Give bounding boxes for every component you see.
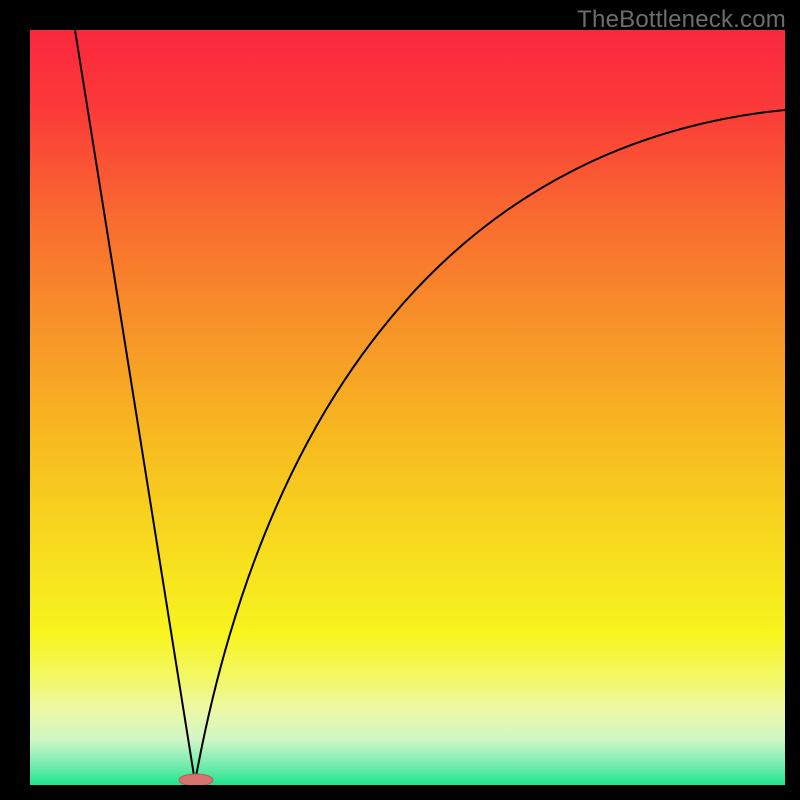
plot-area [30,30,785,785]
chart-svg [30,30,785,785]
optimal-marker [179,774,213,785]
gradient-background [30,30,785,785]
watermark-text: TheBottleneck.com [577,6,786,34]
chart-frame: TheBottleneck.com [0,0,800,800]
